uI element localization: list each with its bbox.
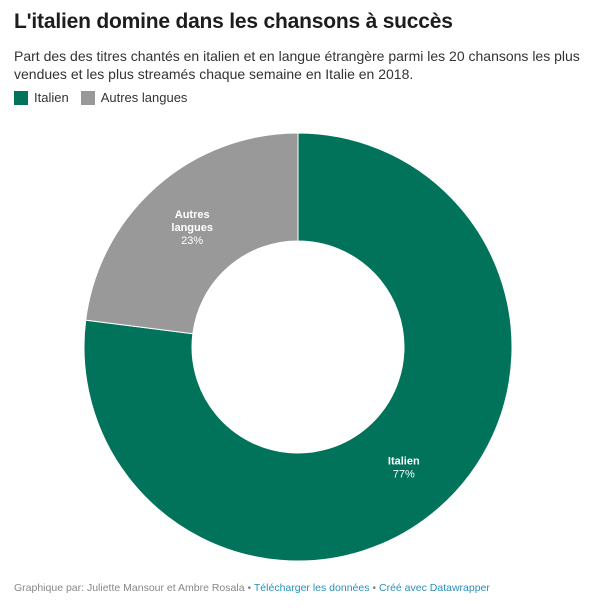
chart-subtitle: Part des des titres chantés en italien e…: [14, 48, 580, 82]
chart-title: L'italien domine dans les chansons à suc…: [14, 10, 453, 33]
slice-value-italien: 77%: [393, 469, 415, 481]
legend-label-autres-langues: Autres langues: [100, 90, 188, 105]
legend-swatch-italien: [14, 90, 28, 105]
legend-item-italien: Italien: [14, 90, 69, 105]
chart-footer: Graphique par: Juliette Mansour et Ambre…: [14, 582, 490, 594]
slice-label-italien: Italien: [388, 456, 420, 468]
datawrapper-link[interactable]: Créé avec Datawrapper: [379, 582, 490, 594]
chart-legend: Italien Autres langues: [14, 90, 199, 105]
slice-value-autres-langues: 23%: [181, 235, 203, 247]
legend-label-italien: Italien: [34, 90, 69, 105]
slice-autres-langues: [85, 132, 299, 335]
slice-italien: [83, 132, 513, 562]
footer-separator: •: [372, 582, 377, 594]
legend-item-autres-langues: Autres langues: [80, 90, 188, 105]
download-data-link[interactable]: Télécharger les données: [253, 582, 370, 594]
slice-label-autres-langues: Autres: [175, 209, 210, 221]
footer-separator: •: [247, 582, 252, 594]
footer-credit: Graphique par: Juliette Mansour et Ambre…: [14, 582, 245, 594]
legend-swatch-autres-langues: [80, 90, 95, 105]
slice-label-autres-langues: langues: [171, 222, 213, 234]
